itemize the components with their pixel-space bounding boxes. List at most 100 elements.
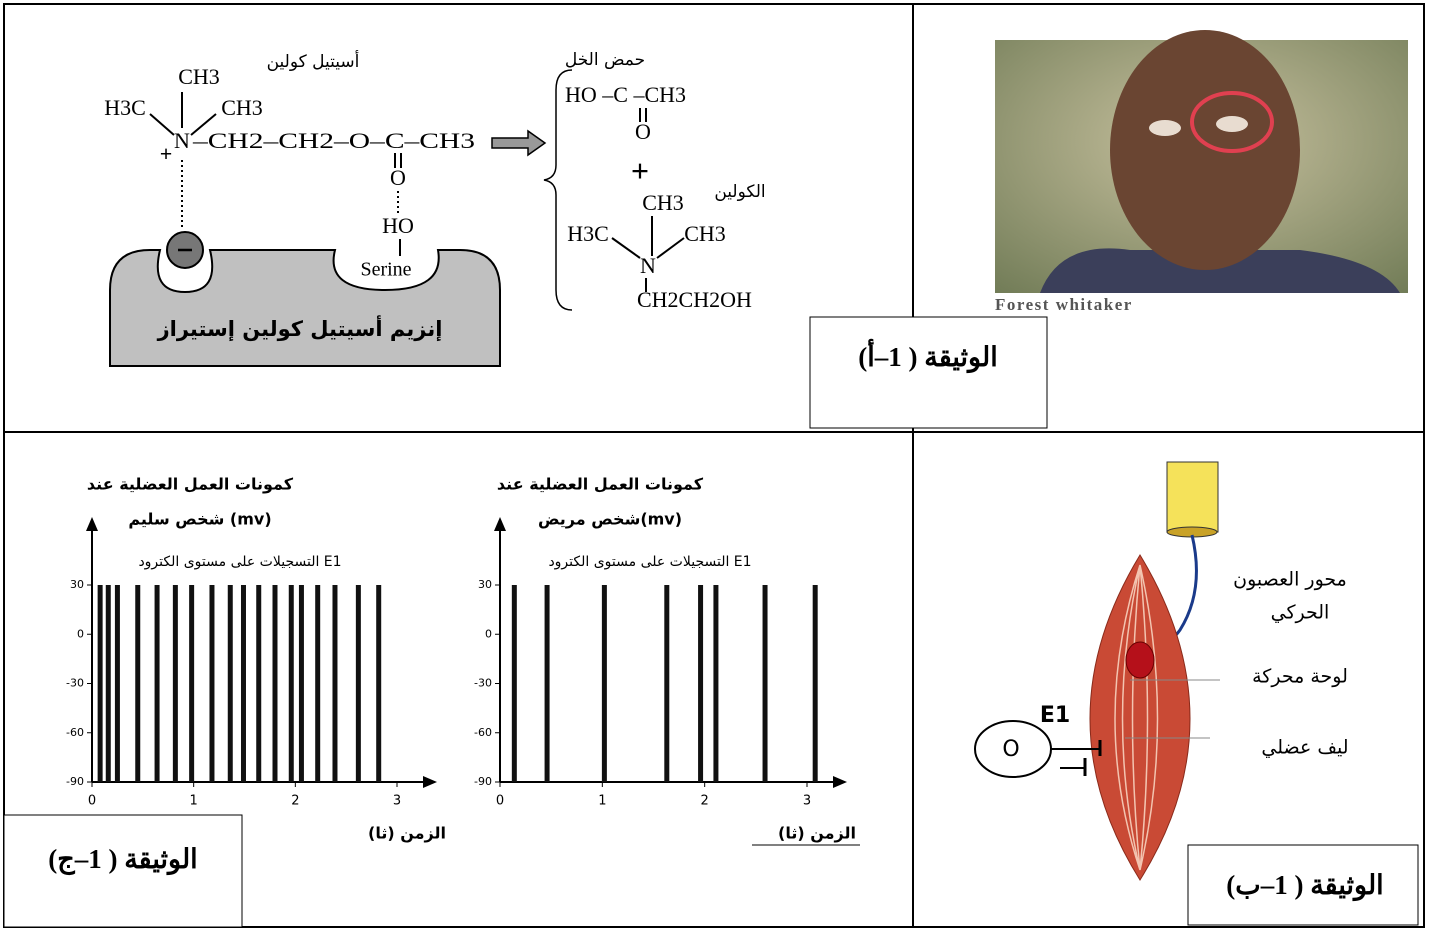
spike bbox=[511, 585, 517, 782]
label-box bbox=[1187, 844, 1419, 926]
plus: + bbox=[631, 152, 649, 188]
annotation: ليف عضلي bbox=[1261, 737, 1348, 759]
spike bbox=[332, 585, 338, 782]
x-tick-label: 2 bbox=[291, 794, 299, 809]
fibers bbox=[1114, 564, 1159, 871]
document-label: الوثيقة ( 1–ب) bbox=[1226, 870, 1383, 902]
chart-subtitle: شخص مريض(mv) bbox=[538, 510, 682, 529]
spike bbox=[544, 585, 550, 782]
chain: –CH2–CH2–O–C–CH3 bbox=[192, 128, 475, 153]
y-axis-arrow bbox=[494, 517, 506, 531]
y-tick-label: -60 bbox=[66, 726, 84, 739]
x-tick-label: 0 bbox=[496, 794, 504, 809]
muscle-diagram: O E1 محور العصبون الحركي لوحة محركة ليف … bbox=[974, 461, 1349, 881]
spike bbox=[189, 585, 195, 782]
spike bbox=[812, 585, 818, 782]
spike bbox=[135, 585, 141, 782]
document-label: الوثيقة ( 1–ج) bbox=[48, 844, 197, 876]
atom: CH3 bbox=[684, 221, 726, 246]
x-tick-label: 3 bbox=[393, 794, 401, 809]
x-tick-label: 0 bbox=[88, 794, 96, 809]
x-tick-label: 2 bbox=[701, 794, 709, 809]
x-axis-label: الزمن (ثا) bbox=[368, 824, 446, 843]
annotation: التسجيلات على مستوى الكترود E1 bbox=[548, 554, 751, 570]
atom: N bbox=[174, 128, 190, 153]
spike bbox=[114, 585, 120, 782]
y-tick-label: -30 bbox=[474, 677, 492, 690]
atom: H3C bbox=[104, 95, 146, 120]
bond bbox=[611, 237, 641, 259]
label-box bbox=[3, 814, 243, 928]
y-axis-arrow bbox=[86, 517, 98, 531]
muscle bbox=[1089, 554, 1191, 881]
spike bbox=[227, 585, 233, 782]
annotation: التسجيلات على مستوى الكترود E1 bbox=[138, 554, 341, 570]
chain: CH2CH2OH bbox=[637, 287, 752, 312]
molecule-name: أسيتيل كولين bbox=[267, 50, 360, 72]
frame bbox=[3, 3, 1425, 928]
spike bbox=[698, 585, 704, 782]
molecule-name: الكولين bbox=[714, 182, 765, 202]
annotation: محور العصبون bbox=[1233, 569, 1347, 591]
spike bbox=[154, 585, 160, 782]
y-tick-label: -60 bbox=[474, 726, 492, 739]
arrow bbox=[491, 129, 547, 157]
y-tick-label: 0 bbox=[77, 627, 84, 640]
x-tick-label: 3 bbox=[803, 794, 811, 809]
x-tick-label: 1 bbox=[190, 794, 198, 809]
photo-shirt bbox=[1040, 248, 1400, 293]
reaction-diagram: أسيتيل كولين CH3 H3C CH3 N + –CH2–CH2–O–… bbox=[104, 50, 766, 367]
document-label: الوثيقة ( 1–أ) bbox=[858, 339, 997, 374]
atom: N bbox=[640, 253, 656, 278]
oscilloscope-label: O bbox=[1002, 737, 1019, 762]
x-tick-label: 1 bbox=[598, 794, 606, 809]
spike bbox=[762, 585, 768, 782]
y-tick-label: 0 bbox=[485, 627, 492, 640]
y-tick-label: 30 bbox=[70, 578, 84, 591]
bond bbox=[149, 113, 175, 136]
spike bbox=[105, 585, 111, 782]
spike bbox=[256, 585, 262, 782]
x-axis-arrow bbox=[833, 776, 847, 788]
chart-title: كمونات العمل العضلية عند bbox=[87, 475, 294, 494]
atom: O bbox=[635, 119, 651, 144]
atom: H3C bbox=[567, 221, 609, 246]
y-tick-label: -30 bbox=[66, 677, 84, 690]
atom: CH3 bbox=[642, 190, 684, 215]
atom: CH3 bbox=[221, 95, 263, 120]
charge: + bbox=[160, 141, 173, 166]
x-axis-label: الزمن (ثا) bbox=[778, 824, 856, 843]
chart-title: كمونات العمل العضلية عند bbox=[497, 475, 704, 494]
photo-face bbox=[1110, 30, 1300, 270]
spike bbox=[172, 585, 178, 782]
highlight-circle bbox=[1190, 91, 1274, 153]
atom: HO bbox=[382, 213, 414, 238]
atom: CH3 bbox=[178, 64, 220, 89]
spike bbox=[713, 585, 719, 782]
y-tick-label: -90 bbox=[474, 775, 492, 788]
photo-eye bbox=[1149, 120, 1181, 136]
spike bbox=[664, 585, 670, 782]
electrode-label: E1 bbox=[1040, 703, 1070, 728]
spike bbox=[315, 585, 321, 782]
photo-eye bbox=[1216, 116, 1248, 132]
serine: Serine bbox=[360, 259, 411, 281]
spike bbox=[355, 585, 361, 782]
spike bbox=[298, 585, 304, 782]
spike bbox=[288, 585, 294, 782]
spike bbox=[240, 585, 246, 782]
brace bbox=[543, 69, 573, 311]
chart-subtitle: شخص سليم (mv) bbox=[128, 510, 271, 529]
enzyme-label: إنزيم أسيتيل كولين إستيراز bbox=[157, 314, 443, 341]
spike bbox=[209, 585, 215, 782]
y-tick-label: 30 bbox=[478, 578, 492, 591]
molecule-name: حمض الخل bbox=[565, 50, 645, 70]
spike bbox=[601, 585, 607, 782]
atom: O bbox=[390, 165, 406, 190]
bond bbox=[190, 113, 217, 136]
y-tick-label: -90 bbox=[66, 775, 84, 788]
end-plate bbox=[1125, 641, 1155, 679]
annotation: لوحة محركة bbox=[1252, 666, 1348, 688]
x-axis-arrow bbox=[423, 776, 437, 788]
